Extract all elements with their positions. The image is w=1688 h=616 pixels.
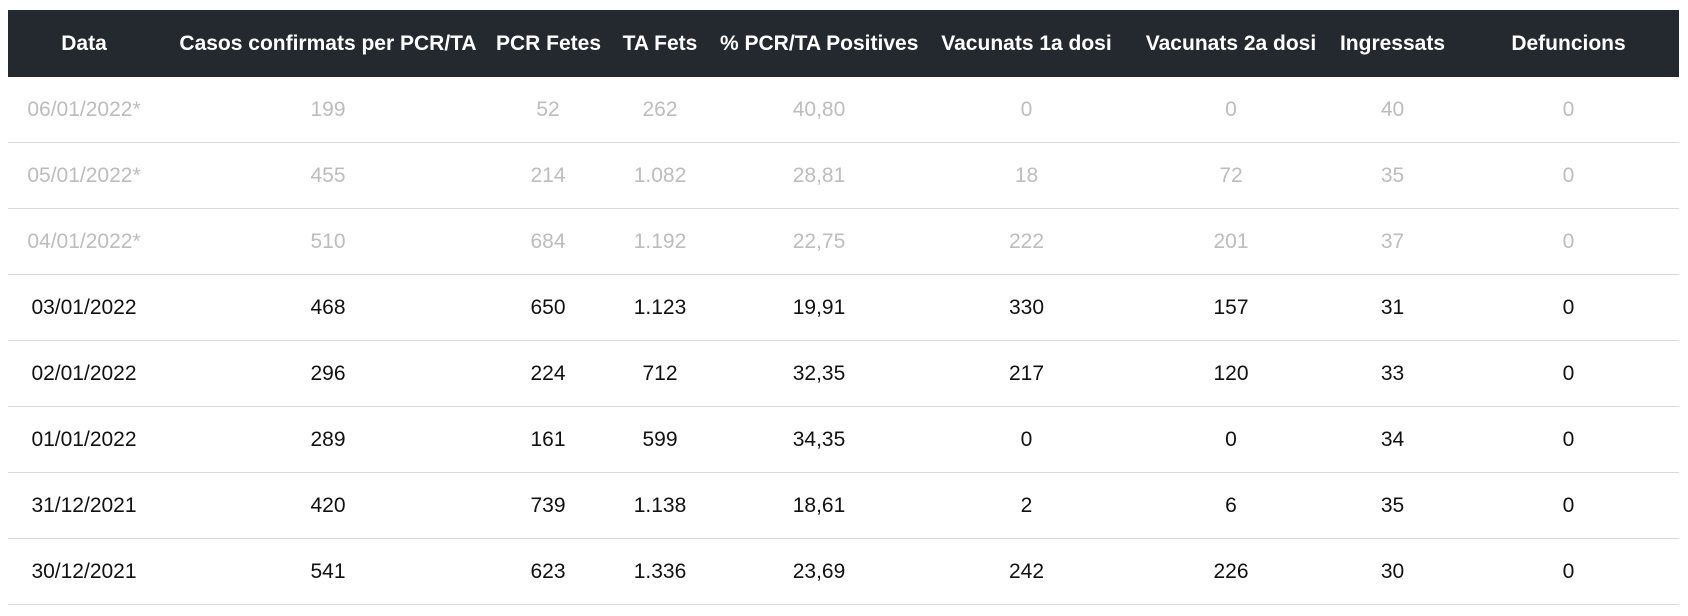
defuncions-cell: 0 [1458, 538, 1679, 605]
vacunats-2a-dosi-cell: 120 [1135, 340, 1327, 407]
ingressats-cell: 34 [1327, 406, 1458, 473]
pct-positives-cell: 19,91 [720, 274, 918, 341]
date-cell: 01/01/2022 [8, 406, 160, 473]
column-header-pcr-fetes[interactable]: PCR Fetes [496, 31, 602, 55]
vacunats-2a-dosi-cell: 6 [1135, 472, 1327, 539]
ta-fets-cell: 1.192 [600, 208, 720, 275]
ingressats-cell: 35 [1327, 142, 1458, 209]
vacunats-2a-dosi-cell: 157 [1135, 274, 1327, 341]
column-header-pct-positives[interactable]: % PCR/TA Positives [720, 31, 919, 55]
vacunats-1a-dosi-cell: 0 [918, 406, 1135, 473]
date-cell: 30/12/2021 [8, 538, 160, 605]
vacunats-1a-dosi-cell: 0 [918, 77, 1135, 143]
defuncions-cell: 0 [1458, 340, 1679, 407]
pcr-fetes-cell: 650 [496, 274, 600, 341]
ingressats-cell: 30 [1327, 538, 1458, 605]
pcr-fetes-cell: 224 [496, 340, 600, 407]
pcr-fetes-cell: 52 [496, 77, 600, 143]
pcr-fetes-cell: 623 [496, 538, 600, 605]
casos-confirmats-cell: 468 [160, 274, 496, 341]
pcr-fetes-cell: 161 [496, 406, 600, 473]
vacunats-1a-dosi-cell: 222 [918, 208, 1135, 275]
column-header-vacunats-1a-dosi[interactable]: Vacunats 1a dosi [941, 31, 1112, 55]
ingressats-cell: 31 [1327, 274, 1458, 341]
casos-confirmats-cell: 455 [160, 142, 496, 209]
covid-data-table: Data Casos confirmats per PCR/TA PCR Fet… [8, 10, 1679, 605]
casos-confirmats-cell: 199 [160, 77, 496, 143]
table-row: 01/01/2022 289 161 599 34,35 0 0 34 0 [8, 406, 1679, 473]
ingressats-cell: 33 [1327, 340, 1458, 407]
ta-fets-cell: 712 [600, 340, 720, 407]
defuncions-cell: 0 [1458, 77, 1679, 143]
casos-confirmats-cell: 296 [160, 340, 496, 407]
date-cell: 04/01/2022* [8, 208, 160, 275]
vacunats-1a-dosi-cell: 18 [918, 142, 1135, 209]
ta-fets-cell: 262 [600, 77, 720, 143]
pct-positives-cell: 28,81 [720, 142, 918, 209]
ta-fets-cell: 599 [600, 406, 720, 473]
vacunats-1a-dosi-cell: 217 [918, 340, 1135, 407]
casos-confirmats-cell: 289 [160, 406, 496, 473]
vacunats-2a-dosi-cell: 201 [1135, 208, 1327, 275]
date-cell: 03/01/2022 [8, 274, 160, 341]
defuncions-cell: 0 [1458, 274, 1679, 341]
data-table-container: Data Casos confirmats per PCR/TA PCR Fet… [8, 10, 1679, 605]
defuncions-cell: 0 [1458, 208, 1679, 275]
table-row: 03/01/2022 468 650 1.123 19,91 330 157 31 0 [8, 274, 1679, 341]
table-row: 04/01/2022* 510 684 1.192 22,75 222 201 37 0 [8, 208, 1679, 275]
column-header-ingressats[interactable]: Ingressats [1339, 31, 1446, 55]
pcr-fetes-cell: 684 [496, 208, 600, 275]
table-row: 06/01/2022* 199 52 262 40,80 0 0 40 0 [8, 77, 1679, 143]
table-row: 30/12/2021 541 623 1.336 23,69 242 226 30 0 [8, 538, 1679, 605]
vacunats-1a-dosi-cell: 2 [918, 472, 1135, 539]
ta-fets-cell: 1.123 [600, 274, 720, 341]
vacunats-2a-dosi-cell: 0 [1135, 77, 1327, 143]
column-header-defuncions[interactable]: Defuncions [1511, 31, 1626, 55]
vacunats-1a-dosi-cell: 242 [918, 538, 1135, 605]
date-cell: 05/01/2022* [8, 142, 160, 209]
table-row: 05/01/2022* 455 214 1.082 28,81 18 72 35 0 [8, 142, 1679, 209]
pct-positives-cell: 32,35 [720, 340, 918, 407]
table-header: Data Casos confirmats per PCR/TA PCR Fet… [8, 10, 1679, 77]
defuncions-cell: 0 [1458, 472, 1679, 539]
ta-fets-cell: 1.336 [600, 538, 720, 605]
ta-fets-cell: 1.138 [600, 472, 720, 539]
header-row: Data Casos confirmats per PCR/TA PCR Fet… [8, 10, 1679, 77]
table-body: 06/01/2022* 199 52 262 40,80 0 0 40 0 05/01/2022*… [8, 77, 1679, 605]
casos-confirmats-cell: 510 [160, 208, 496, 275]
date-cell: 31/12/2021 [8, 472, 160, 539]
column-header-vacunats-2a-dosi[interactable]: Vacunats 2a dosi [1145, 31, 1317, 55]
pct-positives-cell: 22,75 [720, 208, 918, 275]
pct-positives-cell: 40,80 [720, 77, 918, 143]
pct-positives-cell: 18,61 [720, 472, 918, 539]
table-row: 31/12/2021 420 739 1.138 18,61 2 6 35 0 [8, 472, 1679, 539]
date-cell: 02/01/2022 [8, 340, 160, 407]
casos-confirmats-cell: 541 [160, 538, 496, 605]
column-header-ta-fets[interactable]: TA Fets [622, 31, 698, 55]
casos-confirmats-cell: 420 [160, 472, 496, 539]
table-row: 02/01/2022 296 224 712 32,35 217 120 33 0 [8, 340, 1679, 407]
pcr-fetes-cell: 214 [496, 142, 600, 209]
column-header-casos-confirmats[interactable]: Casos confirmats per PCR/TA [179, 31, 477, 55]
vacunats-2a-dosi-cell: 0 [1135, 406, 1327, 473]
vacunats-1a-dosi-cell: 330 [918, 274, 1135, 341]
ingressats-cell: 35 [1327, 472, 1458, 539]
ta-fets-cell: 1.082 [600, 142, 720, 209]
pcr-fetes-cell: 739 [496, 472, 600, 539]
ingressats-cell: 37 [1327, 208, 1458, 275]
pct-positives-cell: 34,35 [720, 406, 918, 473]
defuncions-cell: 0 [1458, 142, 1679, 209]
column-header-data[interactable]: Data [61, 31, 107, 55]
vacunats-2a-dosi-cell: 72 [1135, 142, 1327, 209]
ingressats-cell: 40 [1327, 77, 1458, 143]
pct-positives-cell: 23,69 [720, 538, 918, 605]
defuncions-cell: 0 [1458, 406, 1679, 473]
vacunats-2a-dosi-cell: 226 [1135, 538, 1327, 605]
date-cell: 06/01/2022* [8, 77, 160, 143]
